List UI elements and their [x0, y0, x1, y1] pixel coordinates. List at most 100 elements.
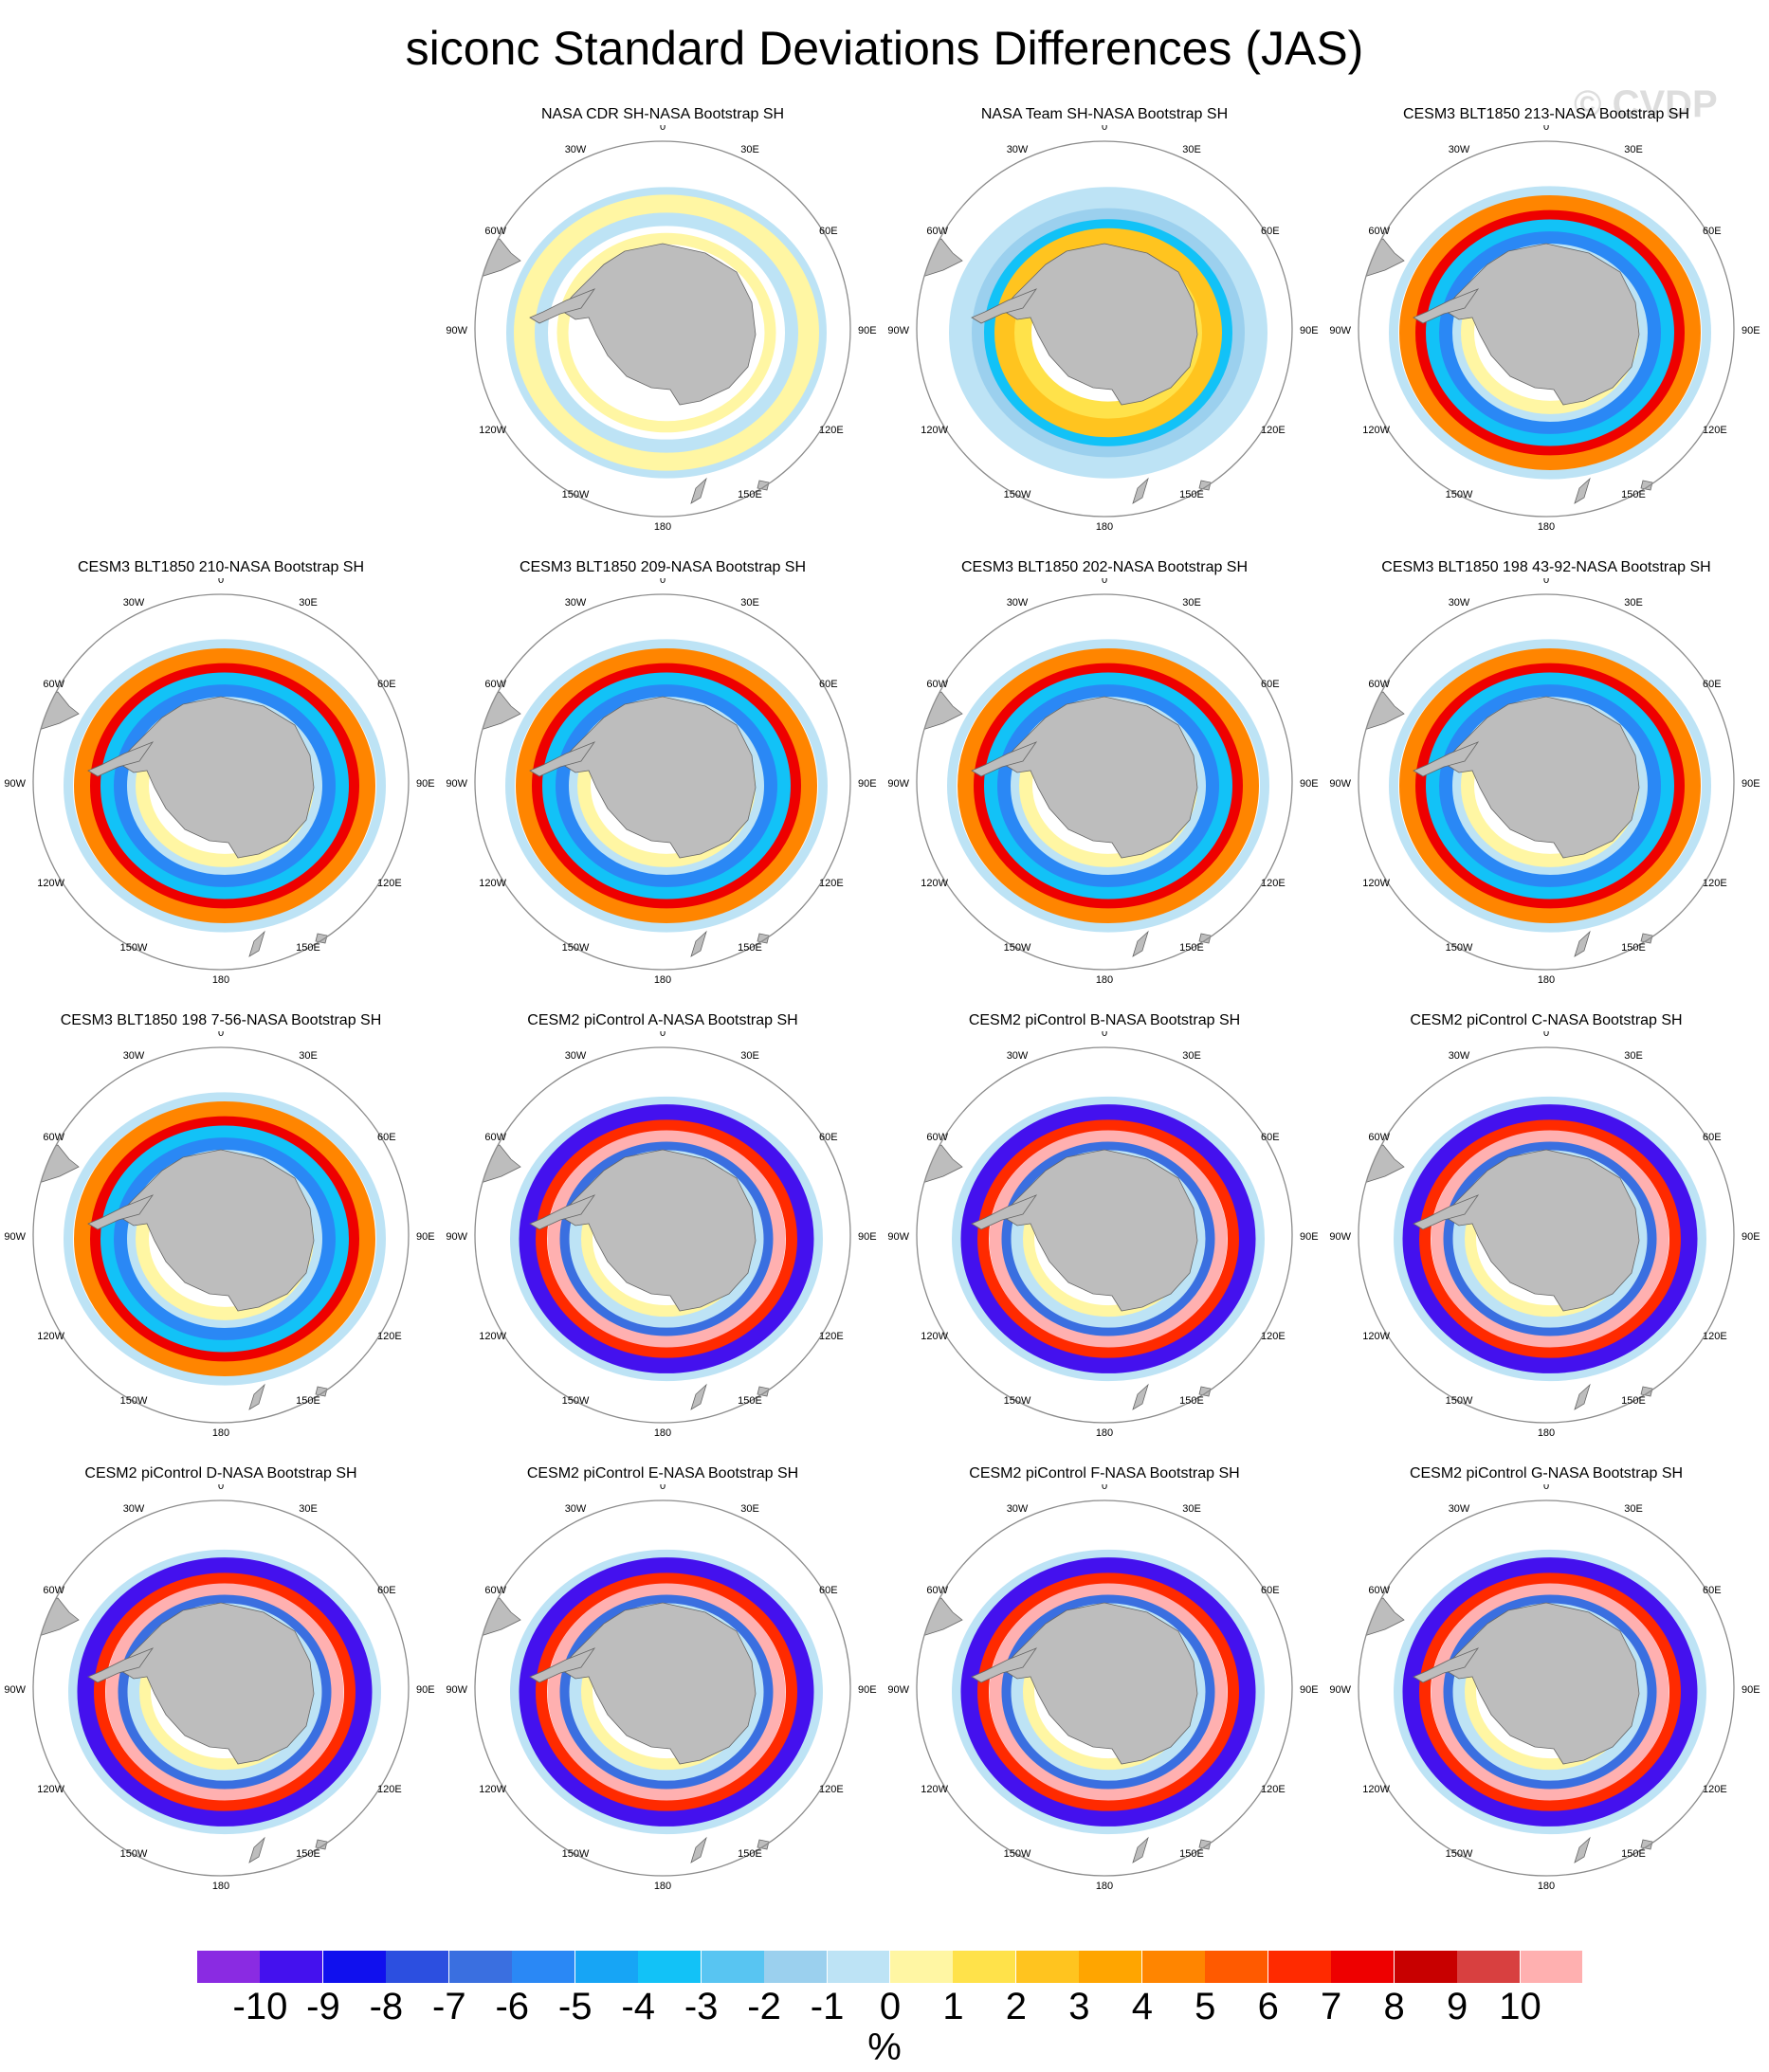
longitude-label: 30W	[565, 1503, 587, 1515]
panel-title: CESM3 BLT1850 198 7-56-NASA Bootstrap SH	[60, 1012, 382, 1028]
colorbar-box	[1331, 1951, 1395, 1983]
longitude-label: 150W	[1004, 1848, 1031, 1860]
longitude-label: 30E	[740, 144, 759, 155]
anomaly-band	[510, 1096, 823, 1382]
anomaly-band	[1419, 1572, 1681, 1811]
polar-map: 0 30W 30E 60W 60E 90W 90E 120W 120E 150W 150E 180	[887, 125, 1318, 533]
longitude-label: 150W	[562, 1395, 590, 1407]
colorbar-box	[1141, 1951, 1206, 1983]
antarctic-peninsula	[529, 288, 596, 324]
longitude-label: 90E	[1300, 1684, 1319, 1696]
longitude-label: 90E	[416, 1684, 435, 1696]
colorbar-box	[386, 1951, 450, 1983]
anomaly-band	[100, 1125, 349, 1353]
tasmania	[315, 1839, 328, 1850]
map-panel: NASA Team SH-NASA Bootstrap SH 0 30W 30E 60W…	[884, 106, 1325, 552]
longitude-label: 30W	[565, 144, 587, 155]
colorbar-box	[953, 1951, 1017, 1983]
panel-title: CESM2 piControl F-NASA Bootstrap SH	[969, 1465, 1240, 1481]
longitude-label: 90W	[887, 1231, 909, 1243]
longitude-label: 60W	[1368, 1585, 1390, 1596]
map-boundary-circle	[474, 1046, 851, 1424]
colorbar-box	[1520, 1951, 1584, 1983]
longitude-label: 90E	[1742, 325, 1760, 336]
longitude-label: 30W	[123, 597, 145, 609]
longitude-label: 150W	[1004, 489, 1031, 500]
antarctic-peninsula	[87, 1647, 155, 1683]
longitude-label: 60E	[377, 679, 396, 690]
panel-title: CESM3 BLT1850 210-NASA Bootstrap SH	[77, 559, 365, 575]
longitude-label: 60W	[484, 226, 506, 237]
longitude-label: 90E	[1742, 778, 1760, 790]
longitude-label: 60E	[819, 226, 838, 237]
colorbar-box	[890, 1951, 954, 1983]
anomaly-band	[508, 188, 825, 478]
colorbar-unit: %	[867, 2027, 902, 2068]
longitude-label: 150E	[1621, 489, 1646, 500]
longitude-label: 60E	[1261, 1585, 1280, 1596]
anomaly-band	[536, 1119, 797, 1358]
longitude-label: 150W	[562, 489, 590, 500]
panel-title: CESM2 piControl G-NASA Bootstrap SH	[1409, 1465, 1684, 1481]
anomaly-band	[960, 1104, 1256, 1373]
longitude-label: 120W	[921, 1784, 948, 1795]
anomaly-band	[94, 1572, 356, 1811]
longitude-label: 90W	[446, 325, 467, 336]
longitude-label: 60E	[1703, 226, 1722, 237]
longitude-label: 90W	[1329, 1231, 1351, 1243]
longitude-label: 150E	[1621, 1395, 1646, 1407]
longitude-label: 150W	[120, 942, 148, 954]
longitude-label: 30E	[299, 1050, 318, 1062]
longitude-label: 180	[654, 974, 671, 986]
longitude-label: 60E	[819, 1132, 838, 1143]
longitude-label: 90W	[4, 1684, 26, 1696]
longitude-label: 120E	[1703, 878, 1727, 889]
longitude-label: 150E	[296, 942, 320, 954]
longitude-label: 30E	[1624, 597, 1643, 609]
longitude-label: 60W	[1368, 679, 1390, 690]
longitude-label: 90E	[858, 1684, 877, 1696]
longitude-label: 0	[1102, 1484, 1107, 1492]
anomaly-band	[952, 1549, 1265, 1835]
colorbar-labels: -10 -9 -8 -7 -6 -5 -4 -3 -2 -1 0 1 2 3 4 5 6 7 8 9 10	[0, 1986, 1769, 2033]
colorbar-tick-label: 7	[1321, 1986, 1342, 2027]
longitude-label: 180	[1096, 521, 1113, 533]
longitude-label: 90E	[416, 778, 435, 790]
longitude-label: 90W	[1329, 778, 1351, 790]
map-boundary-circle	[916, 140, 1293, 518]
tasmania	[315, 933, 328, 944]
colorbar-box	[1015, 1951, 1080, 1983]
colorbar-tick-label: -10	[232, 1986, 288, 2027]
anomaly-band	[519, 1557, 814, 1827]
longitude-label: 60W	[926, 679, 948, 690]
anomaly-band	[64, 639, 386, 933]
map-panel: NASA CDR SH-NASA Bootstrap SH 0 30W 30E 60W 6…	[442, 106, 884, 552]
map-panel-grid: NASA CDR SH-NASA Bootstrap SH 0 30W 30E 60W 6…	[4, 106, 1760, 1892]
new-zealand	[248, 930, 265, 957]
tasmania	[1640, 480, 1653, 491]
longitude-label: 90E	[858, 778, 877, 790]
longitude-label: 0	[660, 578, 666, 586]
colorbar-box	[574, 1951, 639, 1983]
longitude-label: 180	[1538, 1427, 1555, 1439]
longitude-label: 60W	[43, 679, 64, 690]
new-zealand	[1132, 1836, 1149, 1863]
colorbar-tick-label: -3	[684, 1986, 719, 2027]
new-zealand	[1574, 477, 1591, 504]
anomaly-band	[1389, 186, 1711, 480]
new-zealand	[690, 1383, 707, 1410]
longitude-label: 180	[1538, 521, 1555, 533]
longitude-label: 180	[212, 1881, 229, 1892]
longitude-label: 90W	[887, 325, 909, 336]
antarctic-peninsula	[971, 1194, 1038, 1230]
polar-map: 0 30W 30E 60W 60E 90W 90E 120W 120E 150W 150E 180	[887, 1031, 1318, 1439]
map-panel: CESM2 piControl B-NASA Bootstrap SH 0 30W 3…	[884, 1012, 1325, 1458]
polar-map: 0 30W 30E 60W 60E 90W 90E 120W 120E 150W 150E 180	[446, 578, 877, 986]
longitude-label: 30W	[123, 1050, 145, 1062]
longitude-label: 180	[654, 1427, 671, 1439]
anomaly-band	[977, 1119, 1239, 1358]
panel-title: CESM3 BLT1850 209-NASA Bootstrap SH	[519, 559, 807, 575]
longitude-label: 30E	[1182, 1503, 1201, 1515]
longitude-label: 30E	[1624, 1050, 1643, 1062]
colorbar-box	[1079, 1951, 1143, 1983]
